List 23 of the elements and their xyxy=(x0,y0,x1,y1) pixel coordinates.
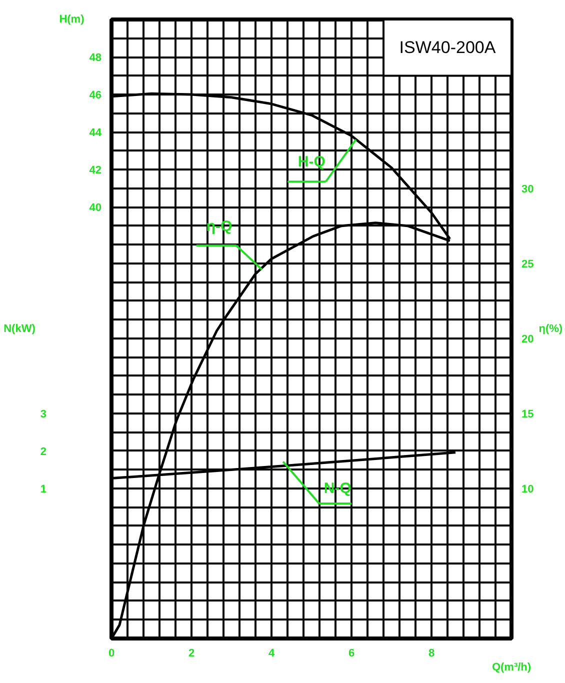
y2-tick-label: 30 xyxy=(522,183,534,196)
x-axis-title: Q(m³/h) xyxy=(492,662,532,674)
x-tick-label: 4 xyxy=(268,648,276,660)
y3-tick-label: 1 xyxy=(40,483,47,496)
y2-axis-title: η(%) xyxy=(538,323,563,335)
y3-tick-label: 2 xyxy=(40,446,47,458)
y2-tick-label: 10 xyxy=(522,483,534,496)
y-tick-label: 40 xyxy=(89,202,102,214)
y-axis-title: H(m) xyxy=(59,14,85,26)
y-tick-label: 42 xyxy=(89,164,102,177)
y-tick-label: 48 xyxy=(89,52,102,64)
x-tick-label: 0 xyxy=(108,648,115,660)
x-tick-label: 2 xyxy=(188,648,195,660)
y2-tick-label: 25 xyxy=(522,258,534,270)
y2-tick-label: 15 xyxy=(522,408,534,420)
y3-tick-label: 3 xyxy=(40,408,47,420)
y3-axis-title: N(kW) xyxy=(4,323,36,335)
y2-tick-label: 20 xyxy=(522,333,534,346)
text: ISW40-200A xyxy=(399,38,496,58)
x-tick-label: 8 xyxy=(428,648,435,660)
y-tick-label: 44 xyxy=(89,127,102,140)
x-tick-label: 6 xyxy=(348,648,355,660)
y-tick-label: 46 xyxy=(89,90,102,102)
